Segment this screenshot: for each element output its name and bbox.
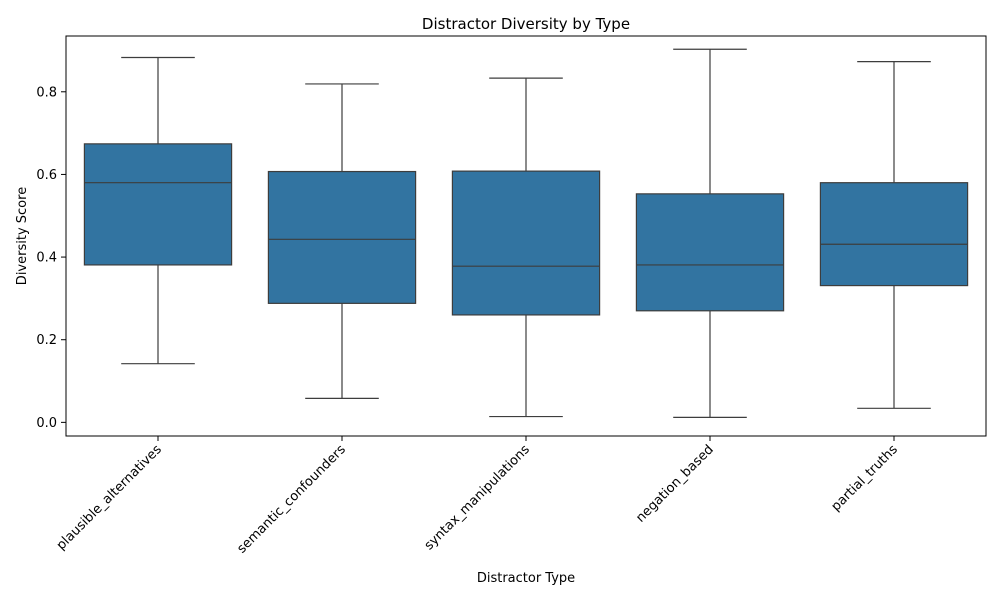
x-axis-label: Distractor Type [477,571,575,586]
y-tick-label: 0.4 [36,251,57,266]
box-negation_based [635,193,785,312]
y-axis-label: Diversity Score [15,187,30,285]
box-plausible_alternatives [83,143,233,266]
y-tick-label: 0.2 [36,333,57,348]
y-tick-label: 0.0 [36,416,57,431]
plot-area: 0.0 0.2 0.4 0.6 0.8 plausible_alternatives sem… [36,35,987,557]
x-tick-label: plausible_alternatives [54,442,165,553]
box-semantic_confounders [267,170,417,304]
x-tick-label: partial_truths [829,442,901,514]
x-tick-label: syntax_manipulations [422,442,533,553]
box-partial_truths [819,182,969,287]
chart-title: Distractor Diversity by Type [422,15,630,33]
y-tick-label: 0.8 [36,85,57,100]
box-syntax_manipulations [451,170,601,316]
y-tick-label: 0.6 [36,168,57,183]
x-tick-label: negation_based [633,442,717,526]
x-tick-label: semantic_confounders [234,442,349,557]
